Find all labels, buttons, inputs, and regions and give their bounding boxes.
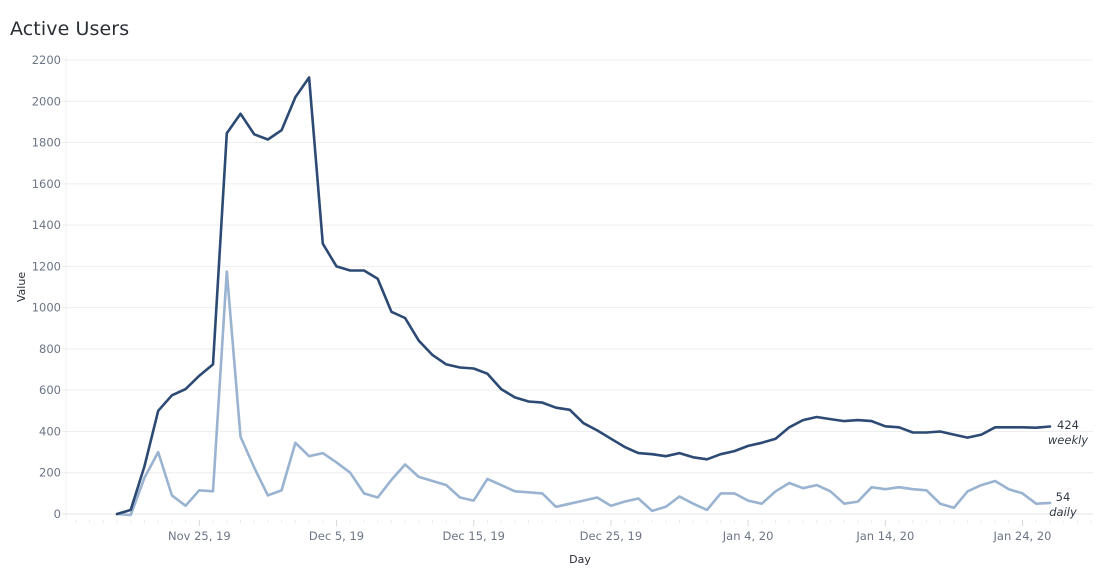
x-tick-label: Dec 5, 19: [309, 529, 364, 543]
y-tick-label: 200: [39, 466, 61, 480]
daily-series-line: [115, 270, 1052, 517]
y-tick-label: 1600: [32, 177, 61, 191]
y-tick-label: 1200: [32, 259, 61, 273]
y-tick-label: 800: [39, 342, 61, 356]
y-tick-label: 1000: [32, 301, 61, 315]
weekly-end-value: 424: [1057, 418, 1079, 432]
x-tick-label: Jan 4, 20: [722, 529, 774, 543]
y-axis-ticks: 0 200 400 600 800 1000 1200 1400 1600 1800 2000 220…: [32, 53, 61, 521]
x-axis-ticks: Nov 25, 19 Dec 5, 19 Dec 15, 19 Dec 25, 19 J…: [75, 520, 1092, 543]
x-tick-label: Dec 15, 19: [442, 529, 505, 543]
daily-end-label: daily: [1049, 505, 1077, 519]
y-tick-label: 600: [39, 383, 61, 397]
x-axis-title: Day: [569, 553, 591, 566]
y-tick-label: 1800: [32, 136, 61, 150]
x-tick-label: Dec 25, 19: [580, 529, 643, 543]
y-tick-label: 0: [54, 507, 61, 521]
weekly-end-label: weekly: [1048, 433, 1088, 447]
weekly-series-line: [115, 76, 1052, 516]
chart-title: Active Users: [10, 18, 130, 40]
y-axis-title: Value: [15, 272, 28, 302]
y-tick-label: 2200: [32, 53, 61, 67]
y-tick-label: 1400: [32, 218, 61, 232]
x-tick-label: Nov 25, 19: [168, 529, 231, 543]
daily-end-value: 54: [1056, 490, 1071, 504]
y-tick-label: 400: [39, 424, 61, 438]
x-tick-label: Jan 24, 20: [993, 529, 1052, 543]
y-tick-label: 2000: [32, 94, 61, 108]
x-tick-label: Jan 14, 20: [855, 529, 914, 543]
